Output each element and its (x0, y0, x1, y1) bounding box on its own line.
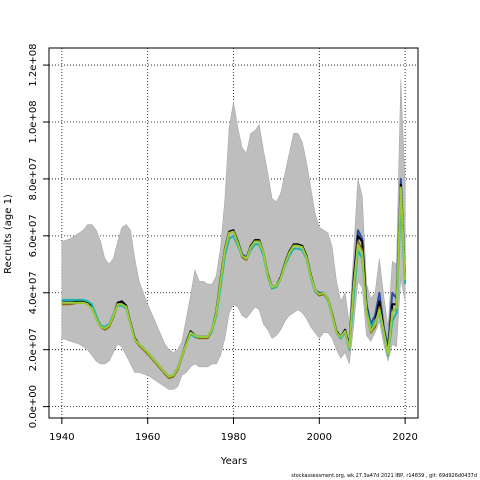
y-axis: 0.0e+00 2.0e+07 4.0e+07 6.0e+07 8.0e+07 1.0e+… (28, 44, 50, 428)
y-axis-title: Recruits (age 1) (3, 194, 14, 274)
series-lines (61, 177, 407, 380)
y-tick-label: 4.0e+07 (28, 271, 39, 314)
series-line-5 (61, 186, 407, 378)
y-tick-label: 8.0e+07 (28, 157, 39, 200)
x-axis: 1940 1960 1980 2000 2020 (49, 417, 418, 443)
y-tick-label: 0.0e+00 (28, 385, 39, 428)
footer-credit: stockassessment.org, wk.27.3a47d 2021 IB… (291, 473, 477, 479)
x-tick-label: 2020 (392, 432, 417, 443)
x-axis-title: Years (220, 456, 247, 467)
y-tick-label: 1.2e+08 (28, 44, 39, 87)
x-tick-label: 1960 (135, 432, 160, 443)
y-tick-label: 6.0e+07 (28, 214, 39, 257)
x-tick-label: 2000 (307, 432, 332, 443)
y-tick-label: 1.0e+08 (28, 100, 39, 143)
x-tick-label: 1980 (221, 432, 246, 443)
y-tick-label: 2.0e+07 (28, 328, 39, 371)
x-tick-label: 1940 (49, 432, 74, 443)
